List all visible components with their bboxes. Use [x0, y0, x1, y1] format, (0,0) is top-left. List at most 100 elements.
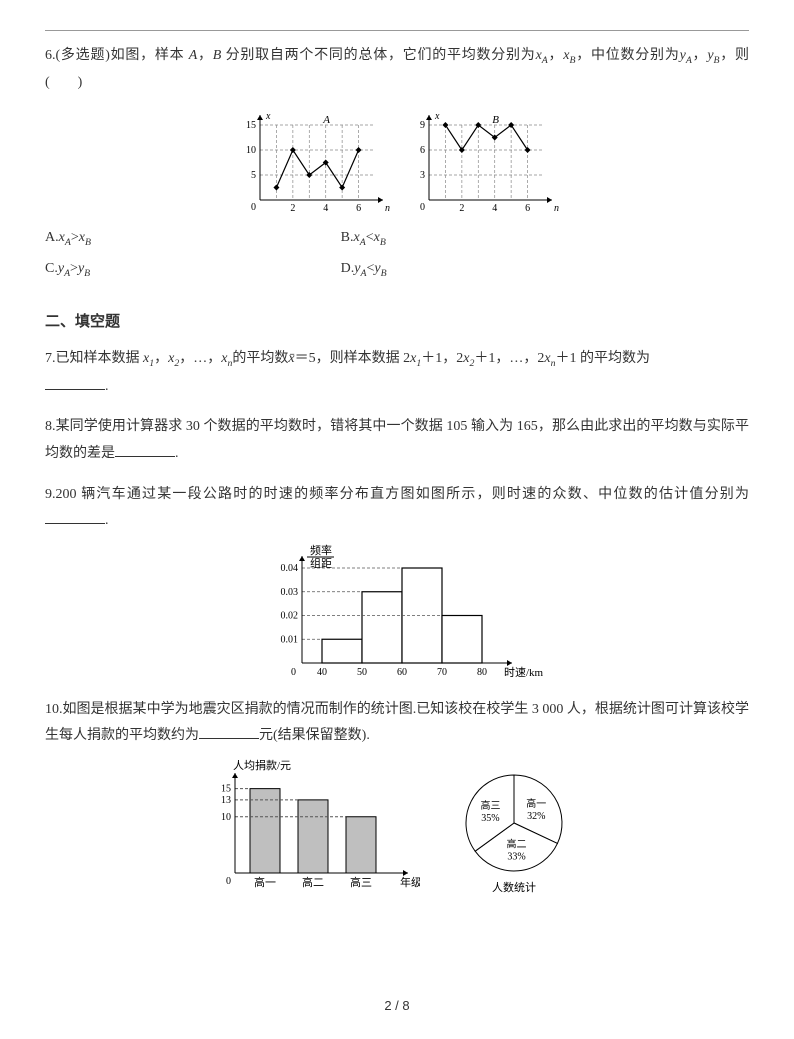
- q6-chart-a: 5 10 15 2 4 6 0 x n A: [230, 105, 395, 215]
- q7-c2: ，…，: [179, 351, 221, 366]
- svg-text:6: 6: [356, 203, 361, 214]
- svg-text:时速/km: 时速/km: [504, 666, 544, 679]
- svg-text:3: 3: [420, 170, 425, 181]
- optB-op: <: [366, 230, 374, 245]
- svg-text:人均捐款/元: 人均捐款/元: [233, 758, 291, 772]
- question-6: 6.(多选题)如图，样本 A，B 分别取自两个不同的总体，它们的平均数分别为xA…: [45, 43, 749, 286]
- q10-pie-chart: 高一32%高二33%高三35%人数统计: [424, 758, 604, 908]
- svg-text:年级: 年级: [400, 875, 420, 889]
- q6-t2: 分别取自两个不同的总体，它们的平均数分别为: [221, 48, 535, 63]
- svg-text:x: x: [434, 111, 440, 122]
- question-8: 8.某同学使用计算器求 30 个数据的平均数时，错将其中一个数据 105 输入为…: [45, 414, 749, 467]
- q6-chart-b: 3692460xnB: [399, 105, 564, 215]
- optC-sB: B: [84, 268, 90, 279]
- svg-text:60: 60: [397, 667, 407, 678]
- svg-text:9: 9: [420, 120, 425, 131]
- optD-sB: B: [381, 268, 387, 279]
- svg-text:6: 6: [525, 203, 530, 214]
- svg-text:0: 0: [420, 202, 425, 213]
- q7-p2: ＋1，…，2: [474, 351, 544, 366]
- q6-cc1: ，: [548, 48, 564, 63]
- question-7: 7.已知样本数据 x1，x2，…，xn的平均数x̄＝5，则样本数据 2x1＋1，…: [45, 346, 749, 400]
- svg-text:n: n: [554, 203, 559, 214]
- svg-text:10: 10: [246, 145, 256, 156]
- optB-sB: B: [380, 237, 386, 248]
- q8-tail: .: [175, 446, 179, 461]
- q6-opt-a: A.xA>xB: [45, 223, 341, 254]
- q6-A: A: [189, 48, 198, 63]
- q10-unit: 元(结果保留整数).: [259, 728, 370, 743]
- q9-histogram: 0.010.020.030.0404050607080频率组距时速/km: [247, 543, 547, 683]
- svg-text:A: A: [323, 114, 331, 126]
- svg-text:10: 10: [221, 812, 231, 823]
- q7-c1: ，: [154, 351, 168, 366]
- svg-text:频率: 频率: [310, 543, 332, 557]
- q6-opt-d: D.yA<yB: [341, 254, 637, 285]
- q6-prefix: 6.(多选题)如图，样本: [45, 48, 189, 63]
- svg-text:x: x: [265, 111, 271, 122]
- svg-text:15: 15: [221, 784, 231, 795]
- svg-text:80: 80: [477, 667, 487, 678]
- q6-opt-b: B.xA<xB: [341, 223, 637, 254]
- svg-text:高二: 高二: [506, 837, 526, 850]
- q9-text: 9.200 辆汽车通过某一段公路时的时速的频率分布直方图如图所示，则时速的众数、…: [45, 482, 749, 535]
- svg-text:33%: 33%: [507, 851, 525, 862]
- q9-tail: .: [105, 513, 109, 528]
- q6-opt-c: C.yA>yB: [45, 254, 341, 285]
- svg-text:0: 0: [251, 202, 256, 213]
- section-2-title: 二、填空题: [45, 308, 749, 337]
- optC-label: C.: [45, 261, 58, 276]
- q7-eq: ＝5，则样本数据 2: [295, 351, 411, 366]
- question-9: 9.200 辆汽车通过某一段公路时的时速的频率分布直方图如图所示，则时速的众数、…: [45, 482, 749, 683]
- svg-text:高一: 高一: [254, 875, 276, 889]
- q6-t3: ，中位数分别为: [576, 48, 680, 63]
- q6-options: A.xA>xB B.xA<xB C.yA>yB D.yA<yB: [45, 223, 749, 286]
- q9-blank: [45, 510, 105, 524]
- svg-text:6: 6: [420, 145, 425, 156]
- svg-text:40: 40: [317, 667, 327, 678]
- q7-blank: [45, 376, 105, 390]
- question-10: 10.如图是根据某中学为地震灾区捐款的情况而制作的统计图.已知该校在校学生 3 …: [45, 697, 749, 908]
- top-rule: [45, 30, 749, 31]
- svg-text:n: n: [385, 203, 390, 214]
- svg-text:高三: 高三: [350, 875, 372, 889]
- q6-figures: 5 10 15 2 4 6 0 x n A 3 6 9 2 4 6 0 x n B: [45, 105, 749, 215]
- svg-text:0: 0: [226, 876, 231, 887]
- optA-op: >: [71, 230, 79, 245]
- optD-label: D.: [341, 261, 355, 276]
- q6-c1: ，: [197, 48, 213, 63]
- svg-text:B: B: [492, 114, 499, 126]
- optA-label: A.: [45, 230, 59, 245]
- svg-text:13: 13: [221, 795, 231, 806]
- optC-op: >: [70, 261, 78, 276]
- q8-blank: [115, 443, 175, 457]
- svg-text:人数统计: 人数统计: [492, 881, 536, 894]
- svg-text:高三: 高三: [480, 799, 500, 812]
- optB-label: B.: [341, 230, 354, 245]
- page-number: 2 / 8: [0, 994, 794, 1019]
- q7-t: 7.已知样本数据: [45, 351, 143, 366]
- q10-blank: [199, 725, 259, 739]
- svg-text:70: 70: [437, 667, 447, 678]
- optA-sB: B: [85, 237, 91, 248]
- svg-text:0: 0: [291, 667, 296, 678]
- svg-text:组距: 组距: [310, 556, 332, 570]
- svg-text:0.02: 0.02: [281, 610, 299, 621]
- svg-text:5: 5: [251, 170, 256, 181]
- q7-tail: ＋1 的平均数为: [555, 351, 650, 366]
- q9-t: 9.200 辆汽车通过某一段公路时的时速的频率分布直方图如图所示，则时速的众数、…: [45, 487, 749, 502]
- svg-text:4: 4: [323, 203, 328, 214]
- q10-figures: 高一高二高三1013150人均捐款/元年级 高一32%高二33%高三35%人数统…: [45, 758, 749, 908]
- q7-p1: ＋1，2: [421, 351, 463, 366]
- q10-bar-chart: 高一高二高三1013150人均捐款/元年级: [190, 758, 420, 898]
- svg-text:2: 2: [459, 203, 464, 214]
- svg-text:32%: 32%: [527, 811, 545, 822]
- q10-t: 10.如图是根据某中学为地震灾区捐款的情况而制作的统计图.已知该校在校学生 3 …: [45, 702, 749, 744]
- svg-text:35%: 35%: [481, 813, 499, 824]
- svg-text:2: 2: [291, 203, 296, 214]
- q7-mid: 的平均数: [232, 351, 288, 366]
- svg-text:0.03: 0.03: [281, 586, 299, 597]
- svg-text:0.04: 0.04: [281, 563, 299, 574]
- svg-text:0.01: 0.01: [281, 634, 299, 645]
- svg-text:15: 15: [246, 120, 256, 131]
